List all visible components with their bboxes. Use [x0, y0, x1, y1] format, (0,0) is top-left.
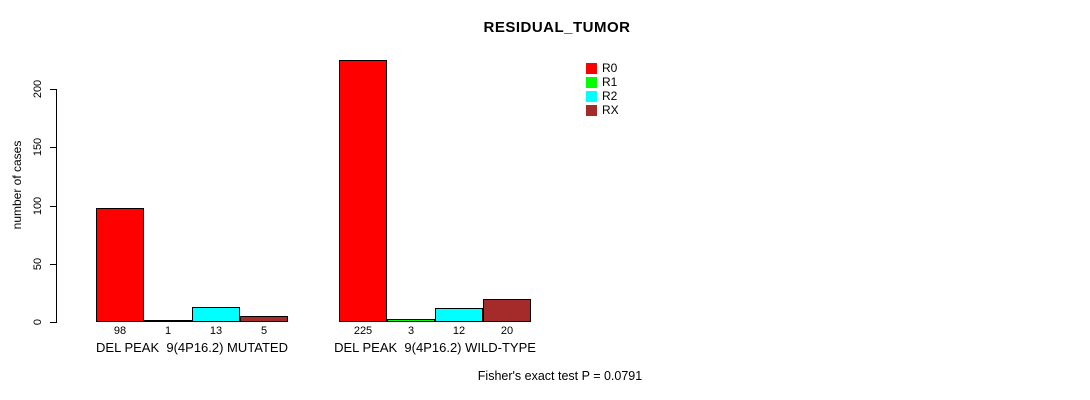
bar-r0-group1 — [96, 208, 144, 322]
bar-r0-group2 — [339, 60, 387, 322]
bar-rx-group2 — [483, 299, 531, 322]
legend-label: R0 — [602, 61, 618, 75]
bar-r2-group1 — [192, 307, 240, 322]
legend-label: R2 — [602, 89, 618, 103]
y-tick-label: 0 — [32, 318, 44, 326]
bar-r1-group2 — [387, 319, 435, 322]
y-tick-mark — [50, 322, 56, 323]
chart-title: RESIDUAL_TUMOR — [483, 19, 631, 36]
bar-r2-group2 — [435, 308, 483, 322]
legend-swatch-icon — [586, 105, 597, 116]
y-axis-title: number of cases — [10, 140, 24, 230]
legend-item-r1: R1 — [586, 75, 619, 89]
legend: R0 R1 R2 RX — [586, 61, 619, 119]
legend-label: R1 — [602, 75, 618, 89]
bar-r1-group1 — [144, 320, 192, 322]
group-category-label: DEL PEAK 9(4P16.2) WILD-TYPE — [334, 340, 536, 355]
y-axis-line — [56, 89, 57, 323]
legend-swatch-icon — [586, 77, 597, 88]
y-tick-label: 100 — [32, 196, 44, 216]
stat-annotation: Fisher's exact test P = 0.0791 — [477, 369, 643, 383]
y-tick-mark — [50, 147, 56, 148]
bar-rx-group1 — [240, 316, 288, 322]
legend-swatch-icon — [586, 63, 597, 74]
bar-value-label: 225 — [353, 325, 373, 337]
y-tick-label: 50 — [32, 257, 44, 271]
legend-item-r2: R2 — [586, 89, 619, 103]
bar-value-label: 1 — [164, 325, 172, 337]
bar-value-label: 12 — [452, 325, 466, 337]
bar-value-label: 13 — [209, 325, 223, 337]
bar-value-label: 5 — [260, 325, 268, 337]
y-tick-mark — [50, 264, 56, 265]
bar-value-label: 98 — [113, 325, 127, 337]
bar-value-label: 20 — [500, 325, 514, 337]
legend-label: RX — [602, 103, 619, 117]
group-category-label: DEL PEAK 9(4P16.2) MUTATED — [96, 340, 288, 355]
y-tick-mark — [50, 206, 56, 207]
y-tick-mark — [50, 89, 56, 90]
legend-swatch-icon — [586, 91, 597, 102]
bar-value-label: 3 — [407, 325, 415, 337]
y-tick-label: 200 — [32, 79, 44, 99]
legend-item-r0: R0 — [586, 61, 619, 75]
legend-item-rx: RX — [586, 103, 619, 117]
y-tick-label: 150 — [32, 137, 44, 157]
